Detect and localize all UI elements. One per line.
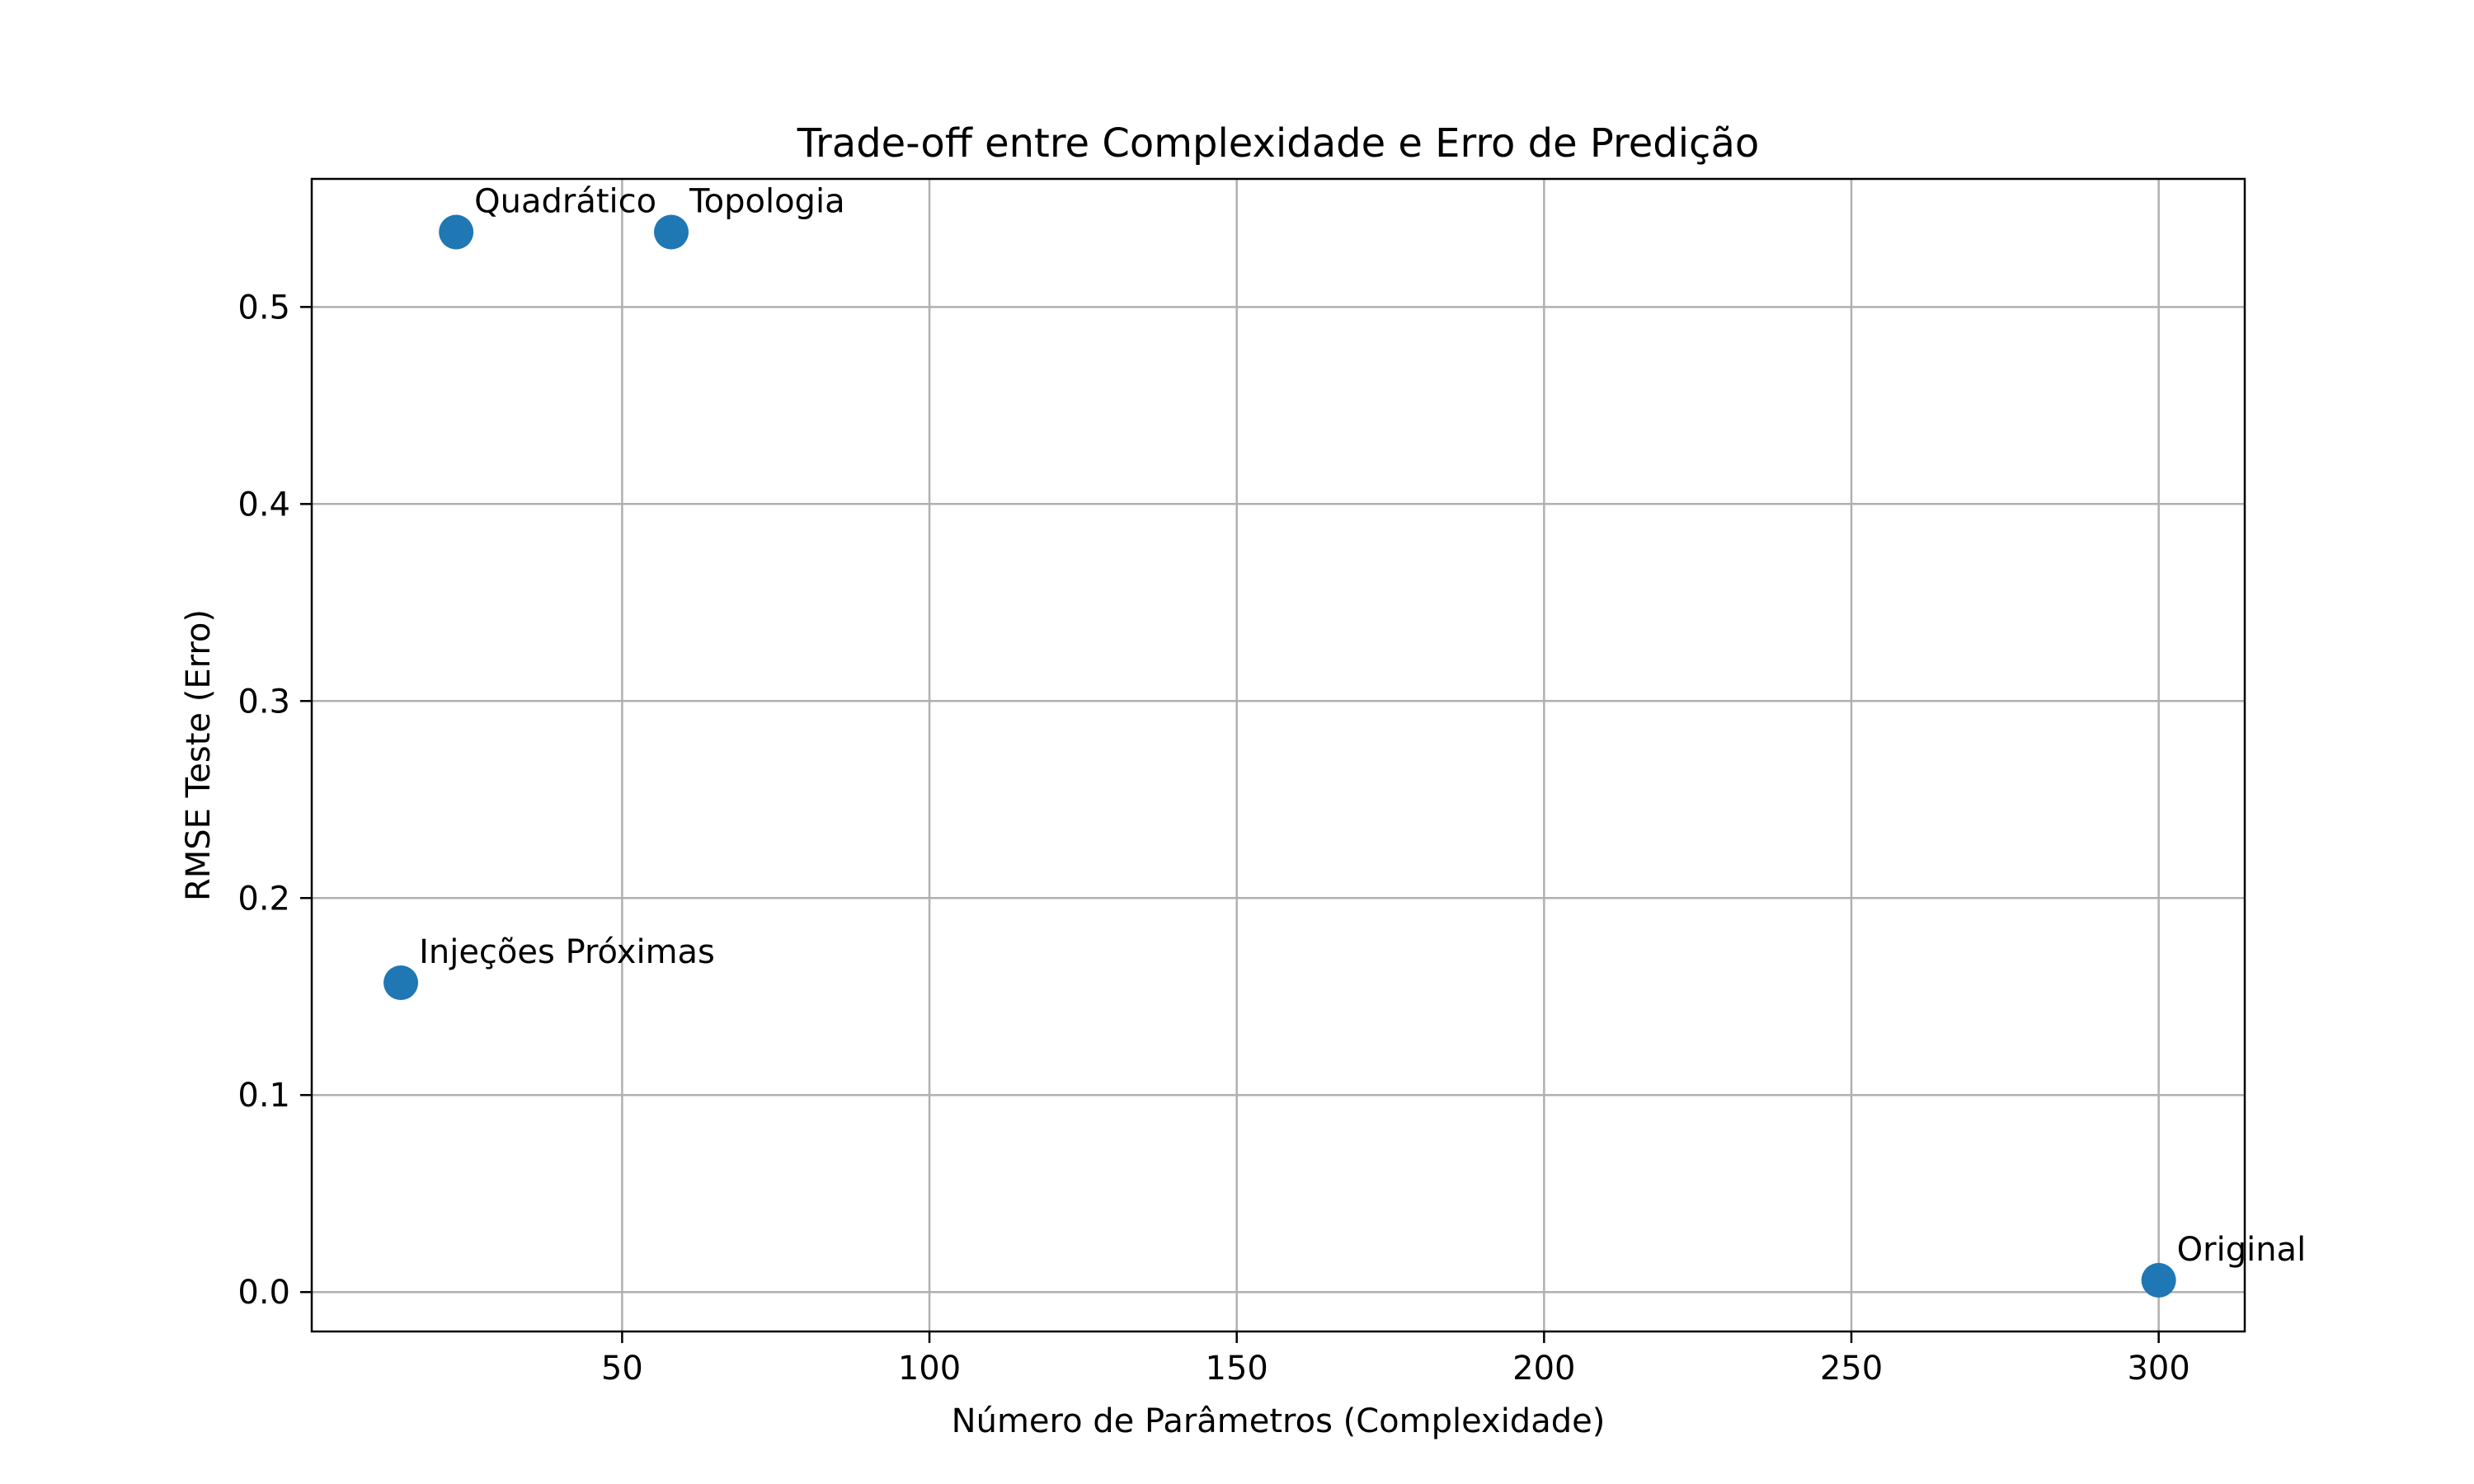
data-point bbox=[383, 965, 419, 1001]
point-annotation: Injeções Próximas bbox=[419, 933, 715, 971]
point-layer: Quadrático Topologia Injeções Próximas Orig… bbox=[383, 183, 2306, 1298]
y-tick-label: 0.1 bbox=[238, 1077, 290, 1115]
point-annotation: Original bbox=[2177, 1231, 2307, 1269]
data-point bbox=[654, 214, 689, 250]
x-tick-label: 200 bbox=[1512, 1350, 1575, 1388]
x-tick-label: 100 bbox=[898, 1350, 961, 1388]
data-point bbox=[439, 214, 474, 250]
plot-area-frame bbox=[310, 177, 2246, 1333]
y-axis-label: RMSE Teste (Erro) bbox=[180, 609, 218, 901]
x-tick-label: 150 bbox=[1206, 1350, 1268, 1388]
x-axis-label: Número de Parâmetros (Complexidade) bbox=[952, 1402, 1606, 1440]
y-tick-label: 0.2 bbox=[238, 880, 290, 918]
point-annotation: Topologia bbox=[689, 183, 845, 221]
tick-layer: 50 100 150 200 250 300 0.0 0.1 0.2 0.3 0.4 0.5 bbox=[238, 289, 2189, 1388]
x-tick-label: 250 bbox=[1820, 1350, 1883, 1388]
y-tick-label: 0.0 bbox=[238, 1274, 290, 1312]
grid-layer bbox=[312, 179, 2245, 1331]
x-tick-label: 50 bbox=[601, 1350, 643, 1388]
point-annotation: Quadrático bbox=[474, 183, 656, 221]
x-tick-label: 300 bbox=[2127, 1350, 2189, 1388]
y-tick-label: 0.3 bbox=[238, 683, 290, 721]
chart-title: Trade-off entre Complexidade e Erro de P… bbox=[797, 120, 1759, 167]
y-tick-label: 0.5 bbox=[238, 289, 290, 326]
y-tick-label: 0.4 bbox=[238, 486, 290, 524]
data-point bbox=[2141, 1262, 2176, 1298]
